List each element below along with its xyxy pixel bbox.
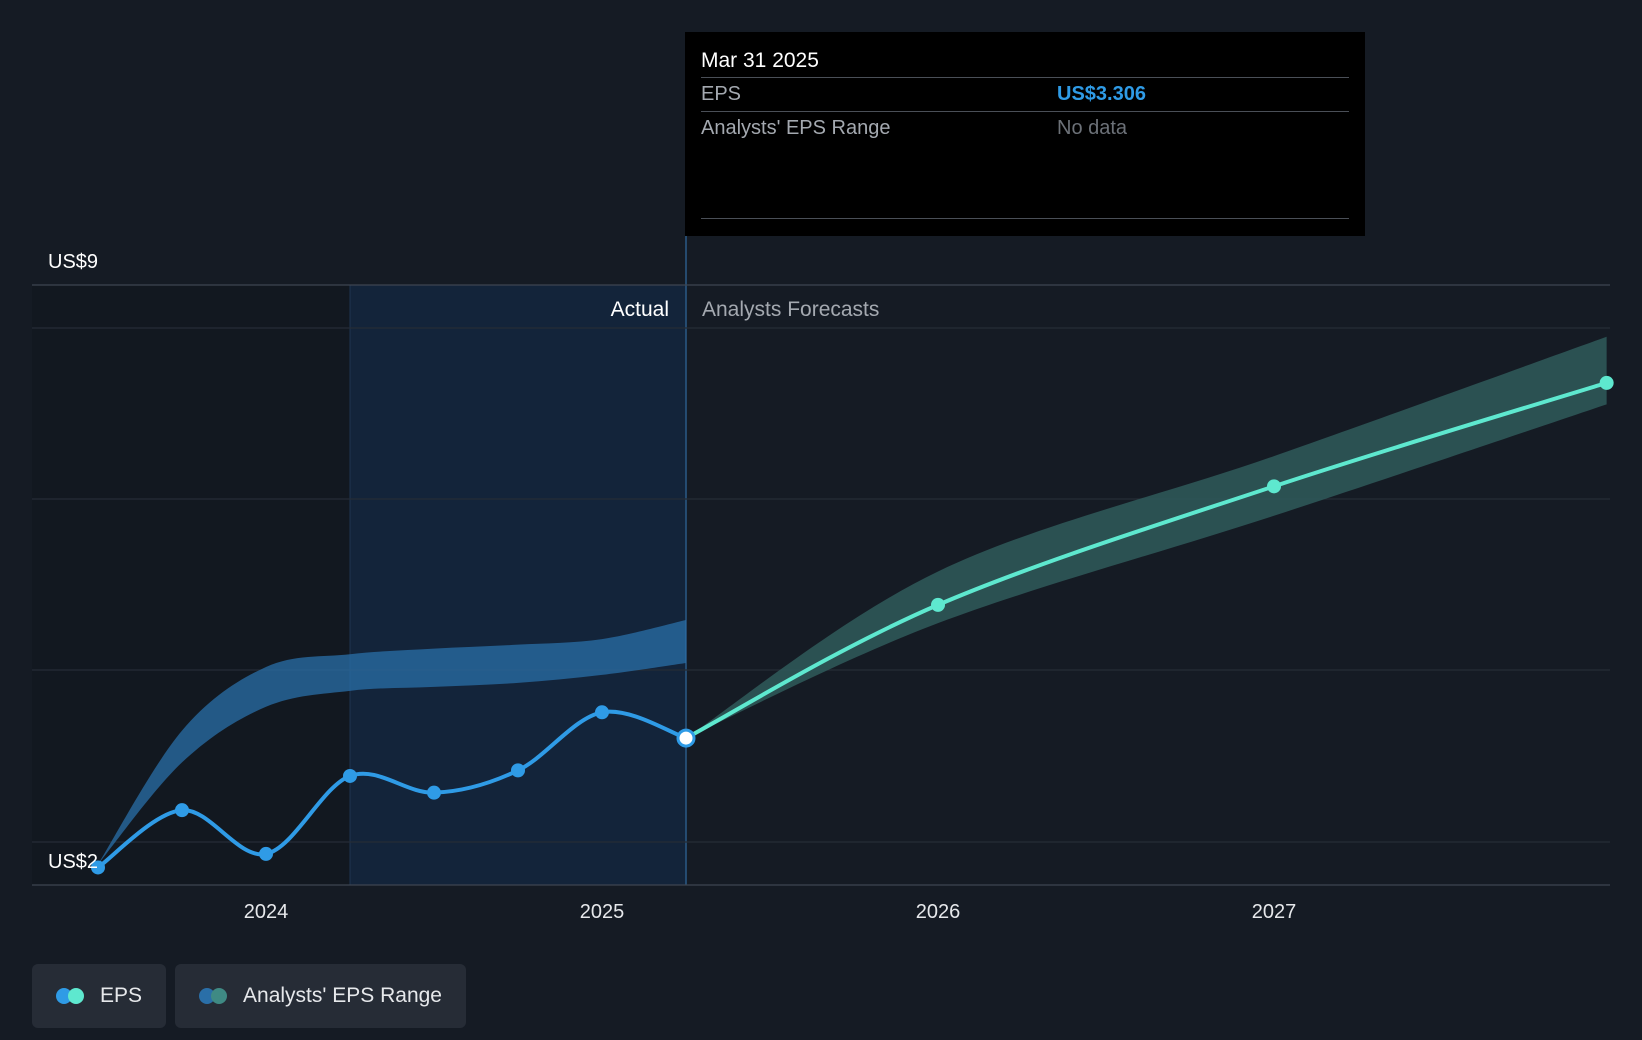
tooltip: Mar 31 2025 EPS US$3.306 Analysts' EPS R…	[685, 32, 1365, 236]
y-top-label: US$9	[48, 251, 98, 273]
legend-item-eps[interactable]: EPS	[32, 964, 167, 1028]
range-dots-icon	[199, 988, 229, 1004]
actual-eps-point	[343, 768, 357, 783]
actual-eps-point	[259, 846, 273, 861]
tooltip-row-range: Analysts' EPS Range No data	[701, 111, 1349, 145]
x-tick-label-2027: 2027	[1252, 901, 1297, 923]
tooltip-eps-label: EPS	[701, 83, 742, 105]
legend: EPS Analysts' EPS Range	[32, 964, 466, 1028]
tooltip-row-eps: EPS US$3.306	[701, 77, 1349, 111]
forecast-eps-point	[1599, 375, 1614, 390]
eps-points	[91, 375, 1614, 875]
legend-range-label: Analysts' EPS Range	[243, 984, 442, 1007]
axis-labels: US$9 US$2 Actual Analysts Forecasts 2024 2025…	[48, 251, 1296, 923]
y-bottom-label: US$2	[48, 851, 98, 873]
actual-region	[350, 285, 686, 885]
eps-dots-icon	[56, 988, 86, 1004]
range-bands	[98, 336, 1607, 865]
pre-actual-region	[32, 285, 350, 885]
x-tick-label-2026: 2026	[916, 901, 961, 923]
forecast-eps-point	[1267, 479, 1281, 494]
legend-eps-label: EPS	[100, 984, 143, 1007]
x-tick-label-2024: 2024	[244, 901, 289, 923]
x-tick-label-2025: 2025	[580, 901, 625, 923]
actual-eps-point	[175, 803, 189, 818]
forecast-label: Analysts Forecasts	[702, 298, 879, 321]
actual-eps-point	[427, 785, 441, 800]
forecast-eps-line	[684, 380, 1609, 741]
actual-range-band	[98, 619, 686, 865]
tooltip-eps-value: US$3.306	[1057, 83, 1146, 105]
actual-eps-point	[595, 705, 609, 720]
actual-eps-point	[511, 763, 525, 778]
tooltip-range-value: No data	[1057, 117, 1128, 139]
tooltip-date: Mar 31 2025	[701, 49, 819, 72]
tooltip-divider	[701, 218, 1349, 219]
tooltip-range-label: Analysts' EPS Range	[701, 117, 891, 139]
actual-label: Actual	[611, 298, 669, 321]
highlight-point	[676, 728, 696, 748]
chart-background	[32, 236, 687, 885]
legend-item-range[interactable]: Analysts' EPS Range	[175, 964, 466, 1028]
actual-eps-point	[91, 860, 105, 875]
forecast-eps-point	[931, 597, 945, 612]
forecast-range-band	[686, 336, 1607, 739]
